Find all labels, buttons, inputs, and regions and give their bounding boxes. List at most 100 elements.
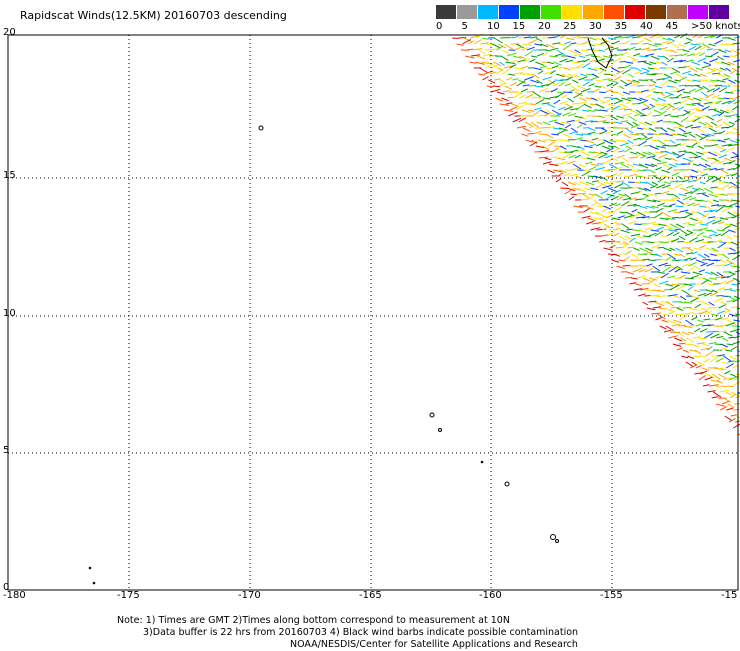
- wind-barb: [654, 284, 661, 287]
- wind-barb: [565, 190, 573, 195]
- wind-barb: [679, 194, 687, 196]
- wind-barb: [482, 77, 488, 81]
- wind-barb: [696, 175, 702, 176]
- wind-barb: [725, 416, 732, 421]
- wind-barb: [730, 70, 736, 74]
- wind-barb: [706, 116, 714, 120]
- wind-barb: [721, 231, 729, 236]
- wind-barb: [697, 170, 703, 173]
- wind-barb: [725, 392, 731, 395]
- wind-barb: [726, 323, 735, 326]
- wind-barb: [703, 126, 711, 128]
- wind-barb: [685, 60, 693, 62]
- wind-barb: [699, 206, 706, 207]
- wind-barb: [677, 242, 684, 243]
- wind-barb: [722, 401, 729, 404]
- wind-barb: [523, 85, 530, 86]
- wind-barb: [465, 56, 474, 58]
- wind-barb: [564, 174, 571, 177]
- wind-barb: [619, 61, 625, 62]
- wind-barb: [667, 302, 675, 306]
- wind-barb: [730, 290, 736, 291]
- wind-barb: [674, 36, 680, 38]
- wind-barb: [633, 122, 638, 125]
- wind-barb: [640, 115, 646, 116]
- wind-barb: [627, 122, 633, 126]
- wind-barb: [679, 343, 686, 344]
- wind-barb: [664, 182, 671, 184]
- wind-barb: [624, 41, 629, 44]
- wind-barb: [657, 120, 663, 122]
- wind-barb: [689, 89, 696, 92]
- wind-barb: [546, 68, 553, 69]
- wind-barb: [537, 53, 544, 56]
- wind-barb: [543, 53, 548, 56]
- wind-barb: [690, 44, 700, 45]
- wind-barb: [592, 181, 599, 182]
- wind-barb: [693, 164, 699, 166]
- wind-barb: [666, 106, 672, 110]
- wind-barb: [674, 80, 680, 81]
- wind-barb: [619, 236, 626, 240]
- wind-barb: [661, 170, 669, 173]
- wind-barb: [479, 50, 486, 54]
- wind-barb: [685, 320, 693, 325]
- wind-barb: [681, 356, 688, 358]
- wind-barb: [582, 152, 590, 156]
- wind-barb: [707, 391, 715, 392]
- wind-barb: [644, 104, 650, 107]
- wind-barb: [612, 218, 620, 220]
- wind-barb: [664, 114, 670, 116]
- wind-barb: [656, 208, 664, 212]
- wind-barb: [603, 56, 610, 58]
- wind-barb: [668, 295, 677, 297]
- wind-barb: [672, 173, 680, 177]
- wind-barb: [558, 44, 565, 45]
- wind-barb: [636, 68, 642, 71]
- wind-barb: [529, 59, 535, 62]
- wind-barb: [625, 278, 632, 279]
- wind-barb: [547, 62, 553, 64]
- wind-barb: [560, 102, 567, 105]
- wind-barb: [724, 182, 731, 183]
- wind-barb: [709, 385, 719, 386]
- wind-barb: [668, 336, 678, 338]
- wind-barb: [625, 194, 632, 199]
- wind-barb: [575, 50, 580, 53]
- wind-barb: [580, 74, 587, 76]
- wind-barb: [696, 366, 701, 369]
- wind-barb: [661, 128, 667, 132]
- wind-barb: [670, 140, 676, 143]
- wind-barb: [688, 224, 695, 225]
- wind-barb: [676, 74, 684, 78]
- wind-barb: [648, 68, 655, 69]
- wind-barb: [674, 144, 681, 146]
- wind-barb: [602, 209, 608, 212]
- wind-barb: [608, 212, 614, 213]
- wind-barb: [675, 206, 683, 207]
- y-tick-label: 15: [3, 170, 16, 181]
- wind-barb: [689, 262, 697, 266]
- wind-barb: [717, 230, 725, 231]
- wind-barb: [597, 120, 607, 122]
- wind-barb: [671, 134, 677, 135]
- wind-barb: [703, 236, 712, 238]
- wind-barb: [618, 260, 625, 261]
- wind-barb: [620, 212, 626, 213]
- wind-barb: [723, 310, 730, 314]
- wind-barb: [543, 162, 551, 164]
- wind-barb: [471, 55, 480, 56]
- wind-barb: [609, 164, 618, 169]
- wind-barb: [586, 116, 592, 117]
- wind-barb: [593, 89, 599, 92]
- island: [551, 535, 556, 540]
- wind-barb: [636, 41, 643, 45]
- wind-barb: [720, 325, 727, 326]
- wind-barb: [620, 104, 628, 107]
- wind-barb: [712, 397, 718, 398]
- wind-barb: [650, 80, 656, 83]
- wind-barb: [508, 74, 515, 75]
- coastline: [588, 38, 612, 68]
- wind-barb: [700, 136, 709, 140]
- wind-barb: [638, 101, 646, 104]
